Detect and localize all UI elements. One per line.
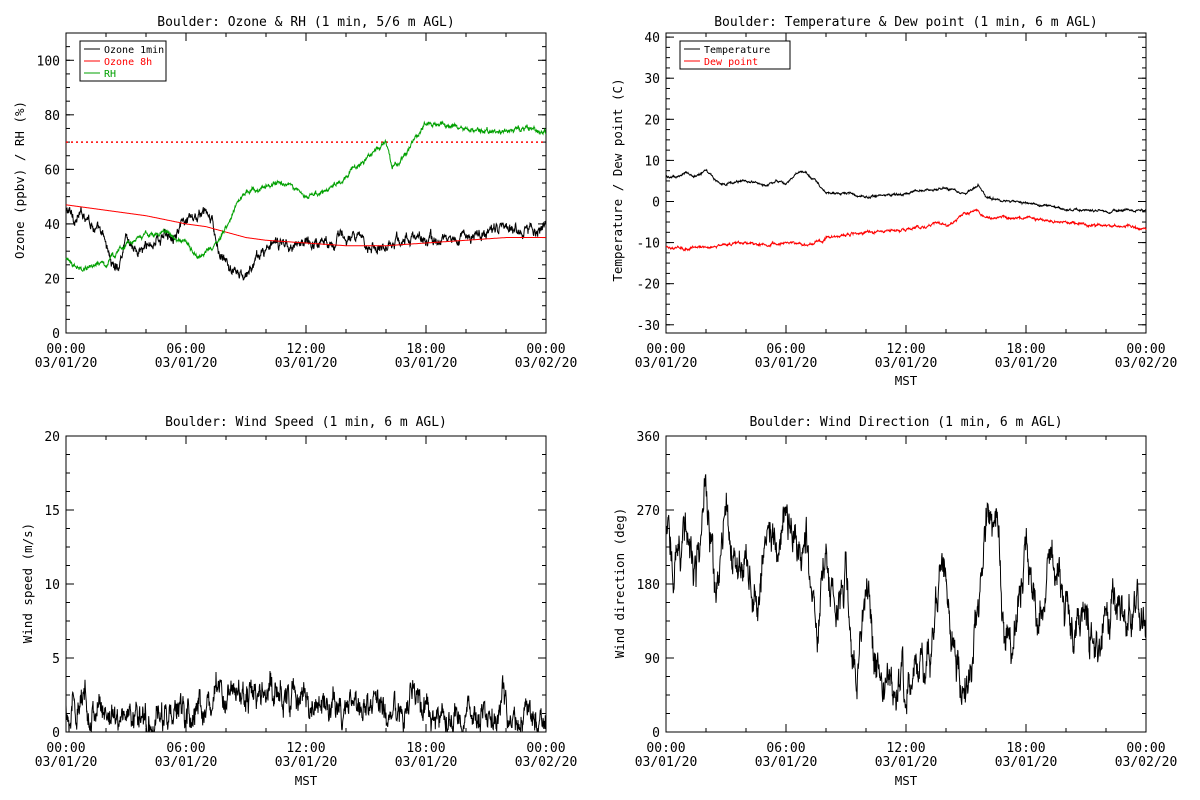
y-tick-label: 10	[644, 154, 660, 169]
x-tick-time: 18:00	[406, 342, 445, 357]
x-axis-label: MST	[895, 773, 918, 788]
x-tick-date: 03/01/20	[635, 755, 698, 770]
chart-title: Boulder: Wind Direction (1 min, 6 m AGL)	[749, 415, 1062, 430]
x-tick-date: 03/01/20	[995, 356, 1058, 371]
x-tick-date: 03/01/20	[155, 356, 218, 371]
x-axis-label: MST	[895, 373, 918, 388]
x-tick-time: 00:00	[1126, 342, 1165, 357]
x-tick-time: 06:00	[766, 342, 805, 357]
panel-wind-speed: Boulder: Wind Speed (1 min, 6 m AGL) Win…	[20, 415, 577, 788]
legend-box	[679, 40, 791, 70]
y-axis-label: Ozone (ppbv) / RH (%)	[12, 101, 27, 259]
y-tick-label: -20	[637, 278, 660, 293]
x-tick-date: 03/01/20	[875, 755, 938, 770]
legend-entry: Ozone 8h	[104, 57, 152, 68]
y-tick-label: 20	[44, 272, 60, 287]
panel-ozone-rh: Boulder: Ozone & RH (1 min, 5/6 m AGL) O…	[12, 15, 577, 371]
x-tick-time: 18:00	[406, 741, 445, 756]
x-tick-time: 12:00	[286, 741, 325, 756]
x-tick-time: 18:00	[1006, 741, 1045, 756]
y-tick-label: 40	[644, 31, 660, 46]
x-tick-date: 03/01/20	[755, 755, 818, 770]
x-tick-date: 03/01/20	[635, 356, 698, 371]
chart-title: Boulder: Temperature & Dew point (1 min,…	[714, 15, 1098, 30]
x-tick-date: 03/02/20	[515, 356, 578, 371]
y-tick-label: 180	[637, 578, 660, 593]
y-axis-label: Wind direction (deg)	[612, 508, 627, 659]
series-line-dew-point	[665, 208, 1147, 252]
x-tick-date: 03/02/20	[1115, 755, 1178, 770]
y-tick-label: 20	[644, 113, 660, 128]
legend-entry: Ozone 1min	[104, 45, 164, 56]
x-tick-time: 00:00	[646, 741, 685, 756]
plot-frame	[65, 435, 547, 733]
y-tick-label: -30	[637, 319, 660, 334]
y-tick-label: 0	[52, 726, 60, 741]
chart-title: Boulder: Wind Speed (1 min, 6 m AGL)	[165, 415, 447, 430]
x-tick-time: 00:00	[46, 741, 85, 756]
series-line-ozone-8h	[65, 204, 546, 247]
x-tick-date: 03/01/20	[995, 755, 1058, 770]
x-tick-date: 03/01/20	[275, 356, 338, 371]
legend-entry: Dew point	[704, 57, 758, 68]
x-tick-time: 00:00	[46, 342, 85, 357]
x-tick-time: 00:00	[526, 342, 565, 357]
x-tick-time: 06:00	[166, 741, 205, 756]
x-tick-time: 00:00	[1126, 741, 1165, 756]
x-axis-label: MST	[295, 773, 318, 788]
x-tick-date: 03/01/20	[35, 755, 98, 770]
y-tick-label: 60	[44, 163, 60, 178]
x-tick-time: 00:00	[646, 342, 685, 357]
plot-frame	[665, 435, 1147, 733]
y-tick-label: 15	[44, 504, 60, 519]
chart-title: Boulder: Ozone & RH (1 min, 5/6 m AGL)	[157, 15, 454, 30]
y-tick-label: 270	[637, 504, 660, 519]
y-tick-label: 5	[52, 652, 60, 667]
y-tick-label: 20	[44, 430, 60, 445]
y-tick-label: 40	[44, 218, 60, 233]
y-tick-label: 360	[637, 430, 660, 445]
y-tick-label: 0	[52, 327, 60, 342]
x-tick-time: 06:00	[166, 342, 205, 357]
series-line-panel3	[665, 474, 1147, 715]
legend-entry: RH	[104, 69, 116, 80]
y-tick-label: 30	[644, 72, 660, 87]
x-tick-time: 12:00	[286, 342, 325, 357]
y-axis-label: Temperature / Dew point (C)	[610, 78, 625, 281]
y-tick-label: 10	[44, 578, 60, 593]
x-tick-time: 18:00	[1006, 342, 1045, 357]
y-axis-label: Wind speed (m/s)	[20, 523, 35, 643]
x-tick-date: 03/01/20	[155, 755, 218, 770]
y-tick-label: 80	[44, 109, 60, 124]
x-tick-date: 03/01/20	[875, 356, 938, 371]
y-tick-label: 0	[652, 726, 660, 741]
x-tick-date: 03/01/20	[395, 356, 458, 371]
y-tick-label: 90	[644, 652, 660, 667]
x-tick-date: 03/02/20	[515, 755, 578, 770]
series-line-temperature	[665, 168, 1147, 215]
x-tick-date: 03/01/20	[755, 356, 818, 371]
panel-temperature-dewpoint: Boulder: Temperature & Dew point (1 min,…	[610, 15, 1177, 388]
y-tick-label: 0	[652, 195, 660, 210]
series-line-rh	[65, 120, 547, 272]
y-tick-label: -10	[637, 237, 660, 252]
x-tick-date: 03/01/20	[395, 755, 458, 770]
y-tick-label: 100	[37, 54, 60, 69]
legend-entry: Temperature	[704, 45, 770, 56]
x-tick-date: 03/01/20	[275, 755, 338, 770]
x-tick-date: 03/02/20	[1115, 356, 1178, 371]
panel-wind-direction: Boulder: Wind Direction (1 min, 6 m AGL)…	[612, 415, 1177, 788]
x-tick-date: 03/01/20	[35, 356, 98, 371]
x-tick-time: 12:00	[886, 342, 925, 357]
series-line-panel2	[65, 670, 547, 733]
x-tick-time: 00:00	[526, 741, 565, 756]
series-line-ozone-1min	[65, 206, 547, 281]
x-tick-time: 06:00	[766, 741, 805, 756]
x-tick-time: 12:00	[886, 741, 925, 756]
